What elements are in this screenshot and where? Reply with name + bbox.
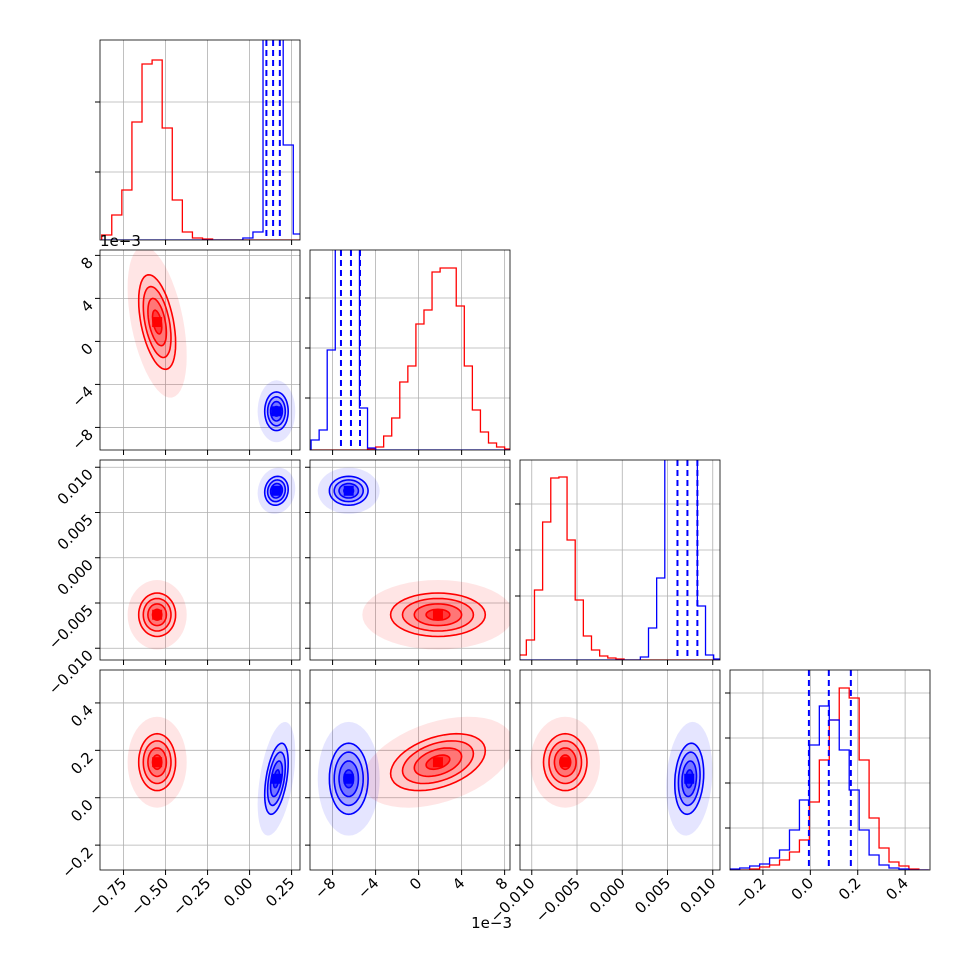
y-tick-label: 0.2 (67, 748, 97, 778)
x-tick-label: −8 (311, 874, 339, 902)
x-tick-label: 0.010 (676, 874, 719, 917)
panel (310, 460, 510, 660)
x-tick-label: −0.50 (127, 874, 172, 919)
x-tick-label: 0.005 (631, 874, 674, 917)
density-peak (560, 757, 571, 768)
histogram (310, 250, 510, 450)
x-tick-label: 0.00 (220, 874, 256, 910)
x-tick-label: −0.25 (169, 874, 214, 919)
x-tick-label: −4 (354, 874, 382, 902)
y-offset-label: 1e−3 (100, 232, 141, 250)
panel-frame (99, 39, 301, 241)
panel-frame (519, 459, 721, 661)
panel-frame (309, 459, 511, 661)
density-peak (432, 757, 443, 768)
y-tick-label: −0.010 (45, 646, 97, 698)
y-tick-label: 0.005 (54, 511, 97, 554)
histogram (730, 705, 929, 870)
density-peak (152, 757, 163, 768)
panel (310, 670, 510, 870)
x-tick-label: 4 (449, 874, 468, 893)
panel (310, 250, 510, 450)
y-tick-label: 0.000 (54, 556, 97, 599)
panel (100, 460, 300, 660)
density-peak (343, 485, 354, 496)
y-tick-label: 0.0 (67, 796, 97, 826)
x-tick-label: 0 (406, 874, 425, 893)
y-tick-label: 4 (77, 296, 96, 315)
panel-frame (99, 459, 301, 661)
panel-frame (99, 249, 301, 451)
panel-frame (99, 669, 301, 871)
x-tick-label: 0.4 (882, 874, 912, 904)
density-peak (343, 773, 354, 784)
x-tick-label: 0.2 (835, 874, 865, 904)
panel (730, 670, 930, 870)
y-tick-label: −4 (68, 383, 96, 411)
x-tick-label: −0.75 (85, 874, 130, 919)
x-tick-label: −0.2 (731, 874, 769, 912)
y-tick-label: −8 (68, 426, 96, 454)
histogram (101, 40, 300, 240)
density-peak (152, 609, 163, 620)
y-tick-label: −0.005 (45, 601, 97, 653)
x-tick-label: 0.25 (262, 874, 298, 910)
density-peak (684, 773, 695, 784)
y-tick-label: 0.010 (54, 465, 97, 508)
panel-frame (729, 669, 931, 871)
density-peak (432, 609, 443, 620)
density-peak (271, 485, 282, 496)
panel-frame (309, 669, 511, 871)
density-peak (152, 317, 163, 328)
panel (100, 670, 300, 870)
x-offset-label: 1e−3 (471, 914, 512, 932)
x-tick-label: −0.005 (532, 874, 584, 926)
x-tick-label: 0.0 (788, 874, 818, 904)
y-tick-label: −0.2 (58, 843, 96, 881)
density-peak (271, 406, 282, 417)
panel-frame (309, 249, 511, 451)
y-tick-label: 0.4 (67, 701, 97, 731)
density-peak (271, 773, 282, 784)
panel (100, 250, 300, 450)
histogram (520, 460, 720, 660)
x-tick-label: 0.000 (586, 874, 629, 917)
y-tick-label: 8 (77, 253, 96, 272)
panel-frame (519, 669, 721, 871)
panel (520, 460, 720, 660)
histogram (520, 476, 720, 660)
y-tick-label: 0 (77, 339, 96, 358)
panel (520, 670, 720, 870)
histogram (101, 59, 300, 240)
panel (100, 40, 300, 240)
